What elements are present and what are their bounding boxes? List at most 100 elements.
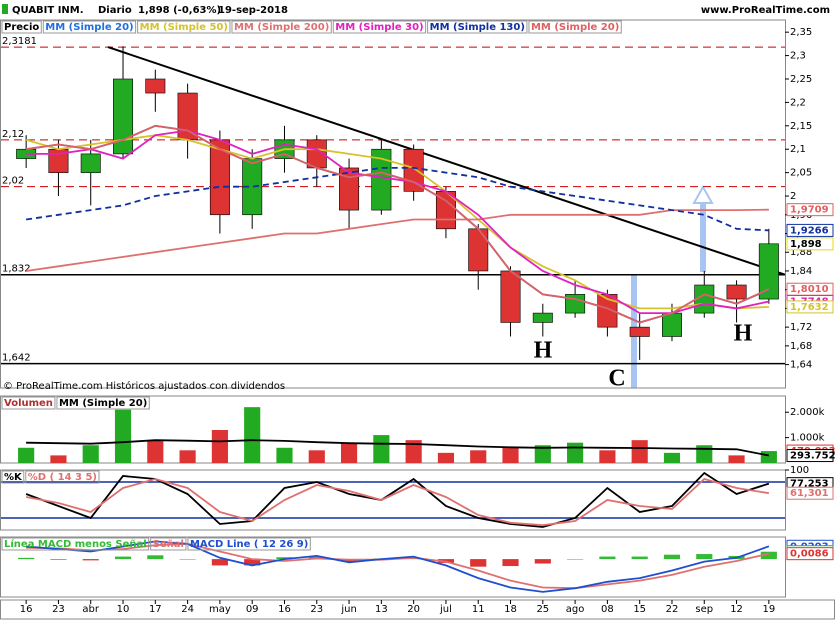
legend-entry[interactable]: %D ( 14 3 5) [28,472,97,483]
bar [405,440,422,463]
legend-box [1,470,25,484]
bar [50,455,67,463]
bar [437,452,455,463]
last-value-label: 1,9709 [790,205,829,216]
legend-box [187,537,311,551]
x-tick-label: 11 [472,604,485,615]
pattern-label: H [534,338,553,364]
legend-entry[interactable]: MM (Simple 30) [335,22,423,33]
bar [534,445,551,463]
bar [502,559,519,567]
bar [728,455,745,463]
y-tick-label: 2,2 [790,97,806,108]
series-line [25,477,770,527]
legend-box [1,20,42,34]
y-tick-label: 1,84 [790,266,812,277]
legend-entry[interactable]: MM (Simple 50) [140,22,228,33]
candle-body [500,270,521,323]
legend-entry[interactable]: MM (Simple 200) [234,22,329,33]
bar [663,452,681,463]
legend-entry[interactable]: Volumen [4,398,53,409]
level-label: 2,02 [2,176,24,187]
bar [114,556,132,560]
bar [211,430,228,463]
legend-entry[interactable]: MM (Simple 20) [45,22,133,33]
pattern-label: H [734,321,753,347]
last-value-label: 61,301 [790,488,829,499]
last-value-box [786,203,834,217]
x-tick-label: 23 [52,604,65,615]
bar [760,451,777,463]
legend-entry[interactable]: Línea MACD menos Señal [4,538,147,550]
series-line [25,167,769,232]
x-tick-label: 25 [536,604,549,615]
y-tick-label: 1,88 [790,247,812,258]
bar [82,559,99,561]
legend-entry[interactable]: Precio [4,22,39,33]
series-line [25,134,769,310]
bar [470,559,487,567]
bar [276,447,293,463]
y-tick-label: 1,68 [790,341,812,352]
x-tick-label: may [209,604,231,615]
last-value-label: 1,898 [790,239,822,250]
series-line [26,540,770,593]
x-tick-label: 12 [730,604,743,615]
last-value-label: 0,0086 [790,549,829,560]
legend-entry[interactable]: MM (Simple 20) [59,398,147,409]
x-tick-label: 09 [246,604,259,615]
legend-entry[interactable]: %K [4,472,23,483]
bar [599,450,616,463]
x-tick-label: 15 [633,604,646,615]
bar [567,559,584,560]
legend-entry[interactable]: MM (Simple 130) [430,22,525,33]
bar [308,450,325,463]
panel-frame [0,19,786,389]
legend-box [427,20,528,34]
legend-entry[interactable]: MACD Line ( 12 26 9) [190,539,308,550]
legend-box [1,396,56,410]
bar [244,407,261,463]
y-tick-label: 100 [790,465,809,476]
bar [276,557,293,560]
last-value-box [786,449,834,463]
candle-body [80,153,101,173]
quote: 1,898 (-0,63%) [138,5,221,16]
x-tick-label: ago [566,604,585,615]
bar [534,559,551,564]
legend-entry[interactable]: Señal [153,539,184,550]
x-tick-label: jul [439,604,452,615]
y-tick-label: 2.000k [790,407,825,418]
x-tick-label: 08 [601,604,614,615]
bar [599,556,616,560]
series-line [25,471,770,528]
bar [663,554,681,560]
legend-box [1,537,150,551]
bar [147,440,164,463]
candle-body [661,312,682,337]
logo [2,4,8,14]
x-tick-label: 10 [117,604,130,615]
bar [373,435,390,463]
legend-entry[interactable]: MM (Simple 20) [531,22,619,33]
x-tick-label: 13 [375,604,388,615]
candle-body [468,228,489,272]
ticker: QUABIT INM. [12,5,84,16]
x-tick-label: 20 [407,604,420,615]
y-tick-label: 2,05 [790,168,812,179]
x-tick-label: 22 [666,604,679,615]
date: 19-sep-2018 [218,5,288,16]
x-tick-label: 17 [149,604,162,615]
bar [114,409,132,463]
last-value-label: 1,7632 [790,302,829,313]
series-line [25,208,769,272]
x-tick-label: 24 [181,604,194,615]
legend-box [332,20,427,34]
bar [631,556,648,560]
legend-box [528,20,622,34]
level-label: 1,832 [2,264,31,275]
y-tick-label: 2 [790,191,796,202]
last-value-box [786,547,834,561]
site: www.ProRealTime.com [701,5,830,16]
